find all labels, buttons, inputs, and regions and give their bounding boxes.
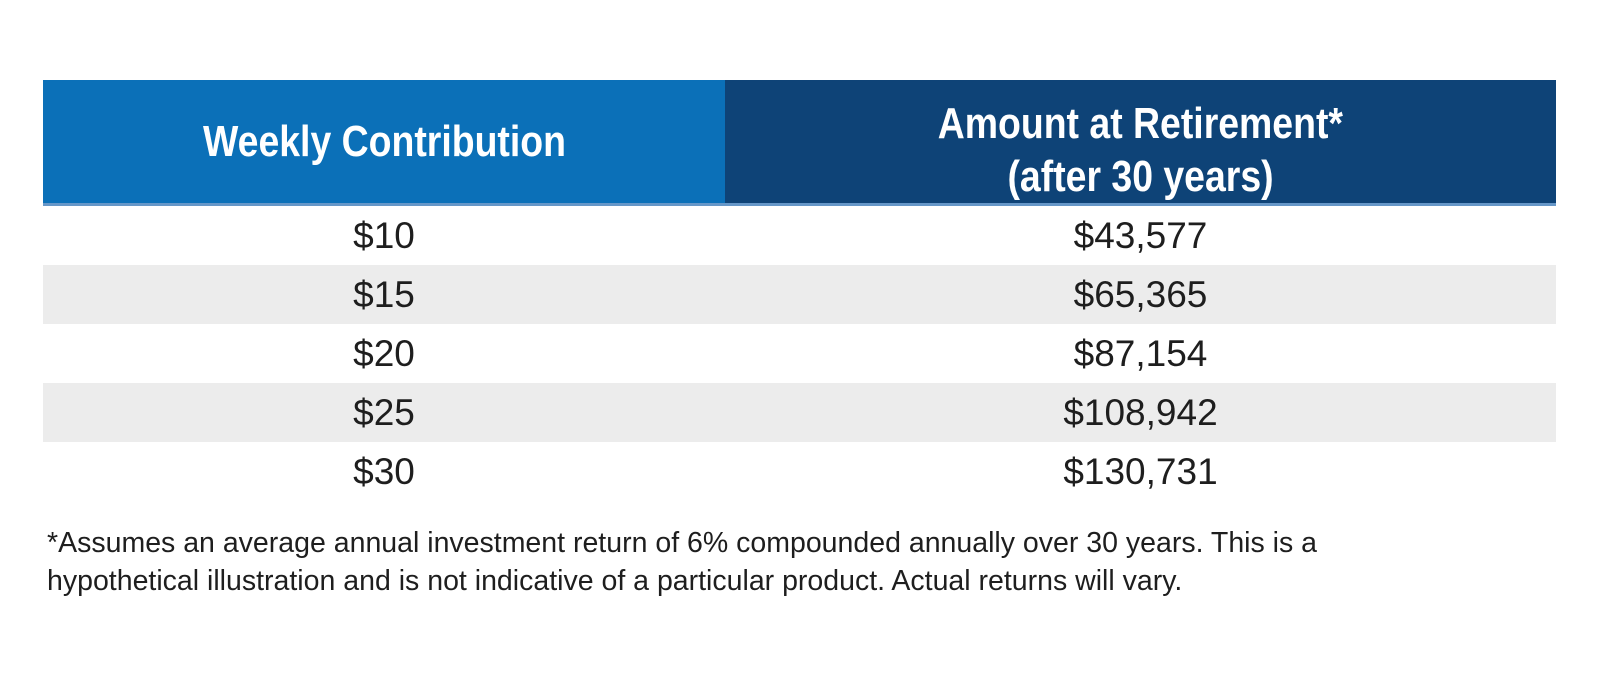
amount-at-retirement-cell: $43,577 xyxy=(1073,214,1208,256)
table-row: $10 $43,577 xyxy=(43,206,1556,265)
footnote-line2: hypothetical illustration and is not ind… xyxy=(47,565,1183,597)
footnote-line1: *Assumes an average annual investment re… xyxy=(47,527,1318,559)
amount-at-retirement-cell: $108,942 xyxy=(1063,391,1218,433)
weekly-contribution-cell: $10 xyxy=(353,214,415,256)
amount-header-label-line1: Amount at Retirement* xyxy=(937,98,1344,148)
weekly-contribution-cell: $15 xyxy=(353,273,415,315)
table-row: $25 $108,942 xyxy=(43,383,1556,442)
weekly-contribution-cell: $25 xyxy=(353,391,415,433)
amount-at-retirement-cell: $130,731 xyxy=(1063,450,1218,492)
amount-at-retirement-cell: $65,365 xyxy=(1073,273,1208,315)
amount-header-label-line2: (after 30 years) xyxy=(1007,151,1274,201)
retirement-projection-table: Weekly Contribution Amount at Retirement… xyxy=(43,80,1556,501)
table-row: $20 $87,154 xyxy=(43,324,1556,383)
column-header-weekly-contribution: Weekly Contribution xyxy=(43,80,725,203)
table-header-row: Weekly Contribution Amount at Retirement… xyxy=(43,80,1556,206)
amount-at-retirement-cell: $87,154 xyxy=(1073,332,1208,374)
table-row: $15 $65,365 xyxy=(43,265,1556,324)
footnote: *Assumes an average annual investment re… xyxy=(47,524,1537,600)
table-row: $30 $130,731 xyxy=(43,442,1556,501)
weekly-contribution-cell: $20 xyxy=(353,332,415,374)
weekly-contribution-header-label: Weekly Contribution xyxy=(202,117,566,166)
table-body: $10 $43,577 $15 $65,365 $20 $87,154 $25 … xyxy=(43,206,1556,501)
weekly-contribution-cell: $30 xyxy=(353,450,415,492)
column-header-amount-at-retirement: Amount at Retirement* (after 30 years) xyxy=(725,80,1556,203)
